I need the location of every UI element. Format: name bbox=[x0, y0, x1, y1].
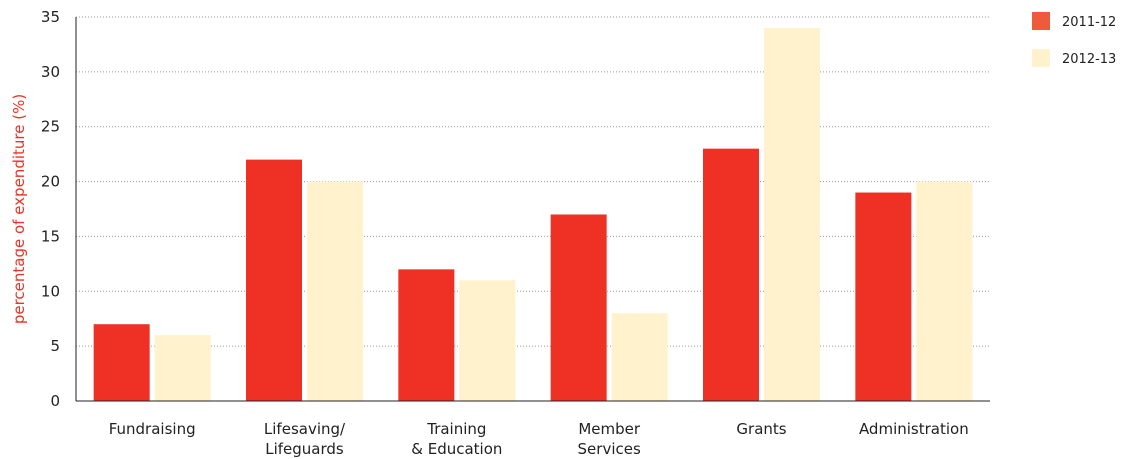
x-tick-label: Training & Education bbox=[411, 420, 502, 458]
bar-2011-12-5 bbox=[855, 192, 912, 401]
x-tick-label-line: Services bbox=[578, 440, 641, 458]
x-tick-label-line: Member bbox=[578, 420, 641, 438]
bar-2012-13-1 bbox=[307, 181, 363, 401]
bar-2011-12-0 bbox=[93, 324, 150, 401]
x-tick-label-line: Training bbox=[426, 420, 486, 438]
y-tick-label: 0 bbox=[50, 392, 60, 410]
y-tick-label: 35 bbox=[41, 8, 60, 26]
bar-2012-13-3 bbox=[611, 313, 668, 401]
x-tick-label-line: Administration bbox=[859, 420, 969, 438]
x-tick-label-line: Lifesaving/ bbox=[264, 420, 346, 438]
x-tick-label-line: Grants bbox=[736, 420, 786, 438]
x-tick-label: Lifesaving/Lifeguards bbox=[264, 420, 346, 458]
bar-2011-12-2 bbox=[398, 269, 455, 401]
x-tick-label-line: & Education bbox=[411, 440, 502, 458]
y-tick-label: 30 bbox=[41, 63, 60, 81]
bars bbox=[93, 27, 973, 401]
x-tick-label-line: Lifeguards bbox=[265, 440, 344, 458]
bar-2012-13-5 bbox=[916, 181, 973, 401]
y-tick-label: 25 bbox=[41, 118, 60, 136]
x-tick-label-line: Fundraising bbox=[109, 420, 196, 438]
bar-2011-12-1 bbox=[246, 159, 302, 401]
legend-swatch bbox=[1032, 12, 1050, 30]
bar-2012-13-0 bbox=[154, 335, 211, 401]
y-tick-label: 10 bbox=[41, 282, 60, 300]
x-tick-label: Administration bbox=[859, 420, 969, 438]
legend: 2011-12 2012-13 bbox=[1032, 12, 1116, 67]
y-tick-label: 15 bbox=[41, 227, 60, 245]
axes bbox=[75, 17, 990, 402]
y-tick-label: 5 bbox=[50, 337, 60, 355]
gridlines bbox=[76, 16, 990, 347]
bar-2011-12-4 bbox=[703, 148, 759, 401]
bar-2012-13-4 bbox=[764, 27, 820, 401]
legend-label: 2012-13 bbox=[1062, 52, 1116, 67]
y-tick-labels: 0 5 10 15 20 25 30 35 bbox=[41, 8, 60, 410]
x-tick-label: Member Services bbox=[578, 420, 641, 458]
y-axis-label: percentage of expenditure (%) bbox=[10, 94, 28, 324]
legend-swatch bbox=[1032, 49, 1050, 67]
x-tick-labels: Fundraising Lifesaving/Lifeguards Training… bbox=[109, 420, 969, 458]
bar-2012-13-2 bbox=[459, 280, 516, 401]
bar-2011-12-3 bbox=[550, 214, 607, 401]
x-tick-label: Fundraising bbox=[109, 420, 196, 438]
legend-label: 2011-12 bbox=[1062, 15, 1116, 30]
y-tick-label: 20 bbox=[41, 173, 60, 191]
x-tick-label: Grants bbox=[736, 420, 786, 438]
